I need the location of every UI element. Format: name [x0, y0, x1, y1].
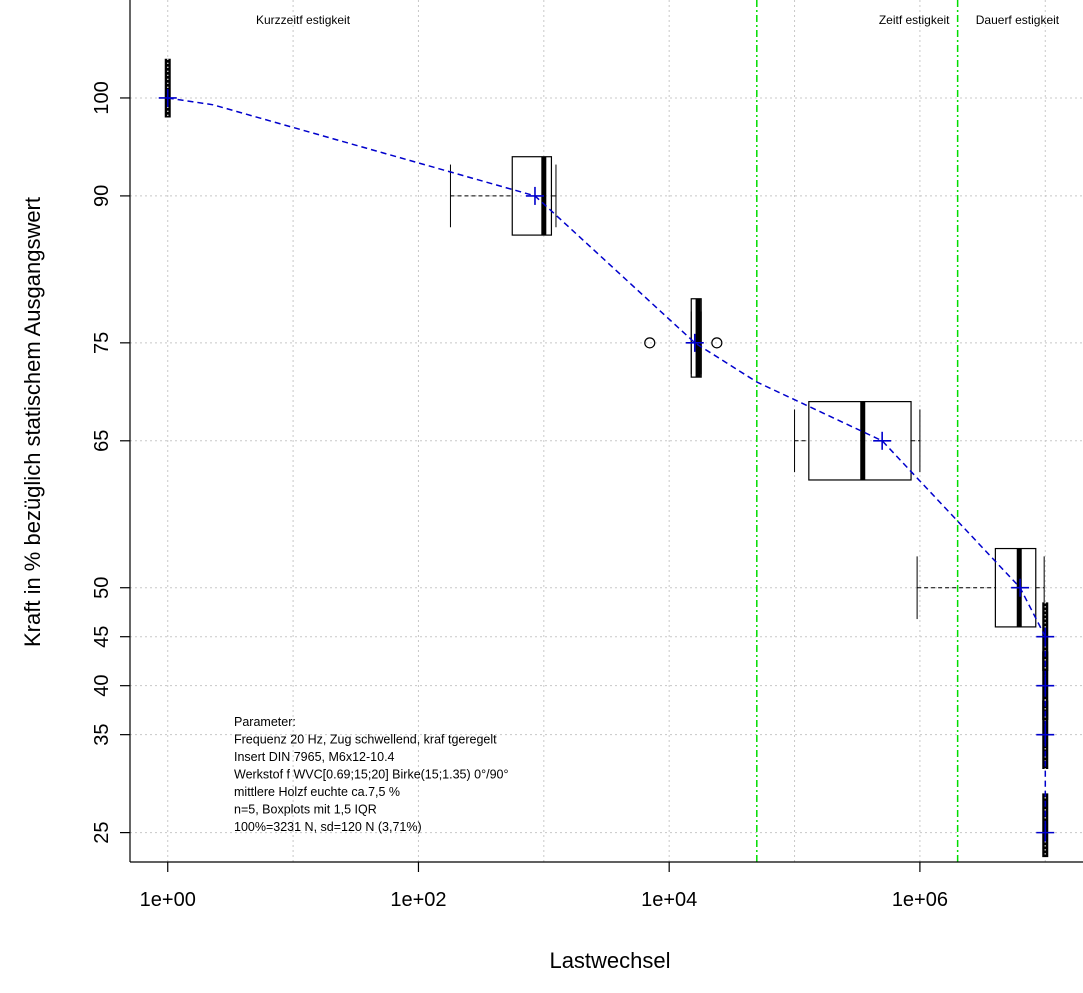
box-iqr [808, 401, 912, 481]
x-axis-title: Lastwechsel [549, 948, 670, 973]
outlier-point [644, 337, 656, 349]
mean-curve [158, 88, 1055, 842]
axes: 1e+00 1e+02 1e+04 1e+06 25 35 40 45 50 65 75 90 100 [91, 0, 1083, 911]
outlier-point [711, 337, 723, 349]
y-tick-label: 25 [91, 821, 113, 843]
region-boundaries [756, 0, 959, 862]
boxplot [644, 298, 723, 378]
y-tick-label: 90 [91, 185, 113, 207]
y-tick-label: 65 [91, 430, 113, 452]
annotation-line: mittlere Holzf euchte ca.7,5 % [234, 785, 400, 799]
region-label: Dauerf estigkeit [976, 13, 1060, 27]
region-label: Kurzzeitf estigkeit [256, 13, 351, 27]
y-tick-label: 35 [91, 724, 113, 746]
box-iqr [994, 547, 1037, 628]
annotation-line: n=5, Boxplots mit 1,5 IQR [234, 803, 377, 817]
y-tick-label: 45 [91, 626, 113, 648]
y-tick-label: 40 [91, 675, 113, 697]
mean-line [167, 97, 1047, 833]
boxplot [794, 401, 921, 481]
annotation-line: Frequenz 20 Hz, Zug schwellend, kraf tge… [234, 733, 497, 747]
y-tick-label: 75 [91, 332, 113, 354]
box-iqr [511, 156, 553, 236]
annotation-line: 100%=3231 N, sd=120 N (3,71%) [234, 820, 422, 834]
region-labels: Kurzzeitf estigkeit Zeitf estigkeit Dauerf… [256, 13, 1060, 27]
parameter-annotation: Parameter: Frequenz 20 Hz, Zug schwellend… [234, 715, 508, 834]
x-tick-label: 1e+02 [390, 889, 446, 911]
annotation-line: Werkstof f WVC[0.69;15;20] Birke(15;1.35… [234, 768, 508, 782]
annotation-line: Insert DIN 7965, M6x12-10.4 [234, 750, 395, 764]
region-label: Zeitf estigkeit [879, 13, 950, 27]
annotation-line: Parameter: [234, 715, 296, 729]
y-tick-label: 100 [91, 81, 113, 114]
x-tick-label: 1e+06 [892, 889, 948, 911]
y-axis-title: Kraft in % bezüglich statischem Ausgangs… [20, 197, 45, 647]
x-tick-label: 1e+00 [140, 889, 196, 911]
x-tick-label: 1e+04 [641, 889, 697, 911]
y-tick-label: 50 [91, 577, 113, 599]
